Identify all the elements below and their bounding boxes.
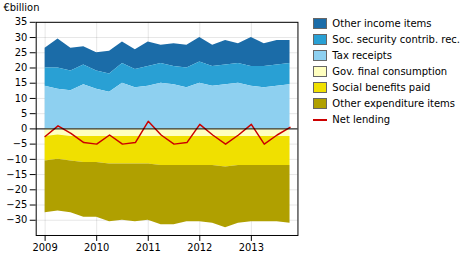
html-text:Soc. security contrib. rec.: Soc. security contrib. rec.	[332, 34, 460, 45]
html-text:Other income items: Other income items	[332, 18, 432, 29]
html-text:Net lending: Net lending	[332, 114, 391, 125]
svg-text:2013: 2013	[239, 242, 264, 253]
svg-text:2011: 2011	[136, 242, 161, 253]
svg-text:5: 5	[21, 108, 27, 119]
svg-text:€billion: €billion	[3, 2, 39, 13]
html-text:Social benefits paid: Social benefits paid	[332, 82, 431, 93]
svg-text:−20: −20	[6, 184, 27, 195]
svg-text:−10: −10	[6, 154, 27, 165]
svg-text:10: 10	[15, 93, 28, 104]
svg-text:20: 20	[15, 62, 28, 73]
svg-text:−30: −30	[6, 214, 27, 225]
html-text:Other expenditure items: Other expenditure items	[332, 98, 456, 109]
svg-text:2009: 2009	[33, 242, 58, 253]
html-text:Tax receipts: Tax receipts	[332, 50, 392, 61]
svg-text:−5: −5	[13, 138, 28, 149]
svg-text:35: 35	[15, 16, 28, 27]
svg-text:−25: −25	[6, 199, 27, 210]
html-text:Gov. final consumption: Gov. final consumption	[332, 66, 448, 77]
svg-text:0: 0	[21, 123, 27, 134]
svg-text:15: 15	[15, 77, 28, 88]
svg-text:−15: −15	[6, 169, 27, 180]
svg-text:2012: 2012	[187, 242, 212, 253]
svg-text:2010: 2010	[84, 242, 109, 253]
svg-text:30: 30	[15, 32, 28, 43]
svg-text:25: 25	[15, 47, 28, 58]
